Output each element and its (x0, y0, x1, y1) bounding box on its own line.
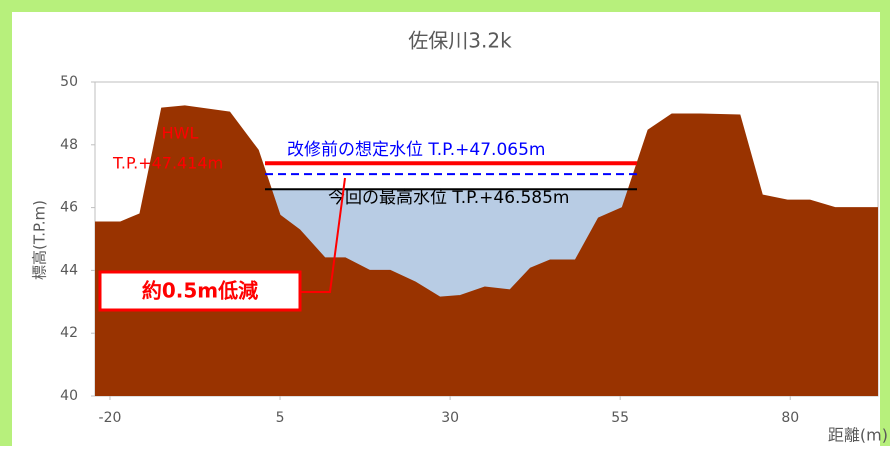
y-tick-label: 50 (60, 74, 78, 90)
ground-fill (95, 105, 878, 396)
annotation: 約0.5m低減 (142, 279, 258, 303)
annotation-box (98, 270, 302, 312)
y-tick-label: 48 (60, 137, 78, 153)
x-tick-label: 55 (611, 410, 629, 426)
hwl-name: HWL (162, 124, 199, 143)
annotation-leader (300, 177, 346, 293)
x-axis-label: 距離(m) (828, 426, 888, 445)
x-tick-label: 30 (441, 410, 459, 426)
level-label: 今回の最高水位 T.P.+46.585m (328, 188, 569, 208)
y-tick-label: 40 (60, 388, 78, 404)
y-axis-label: 標高(T.P.m) (31, 200, 49, 280)
x-tick-label: -20 (99, 410, 122, 426)
y-tick-label: 44 (60, 262, 78, 278)
level-label: 改修前の想定水位 T.P.+47.065m (287, 140, 545, 160)
x-tick-label: 80 (781, 410, 799, 426)
y-tick-label: 46 (60, 200, 78, 216)
chart-title: 佐保川3.2k (408, 29, 512, 53)
hwl-label: T.P.+47.414m (112, 154, 223, 173)
y-tick-label: 42 (60, 325, 78, 341)
x-tick-label: 5 (276, 410, 285, 426)
ground (95, 105, 878, 298)
